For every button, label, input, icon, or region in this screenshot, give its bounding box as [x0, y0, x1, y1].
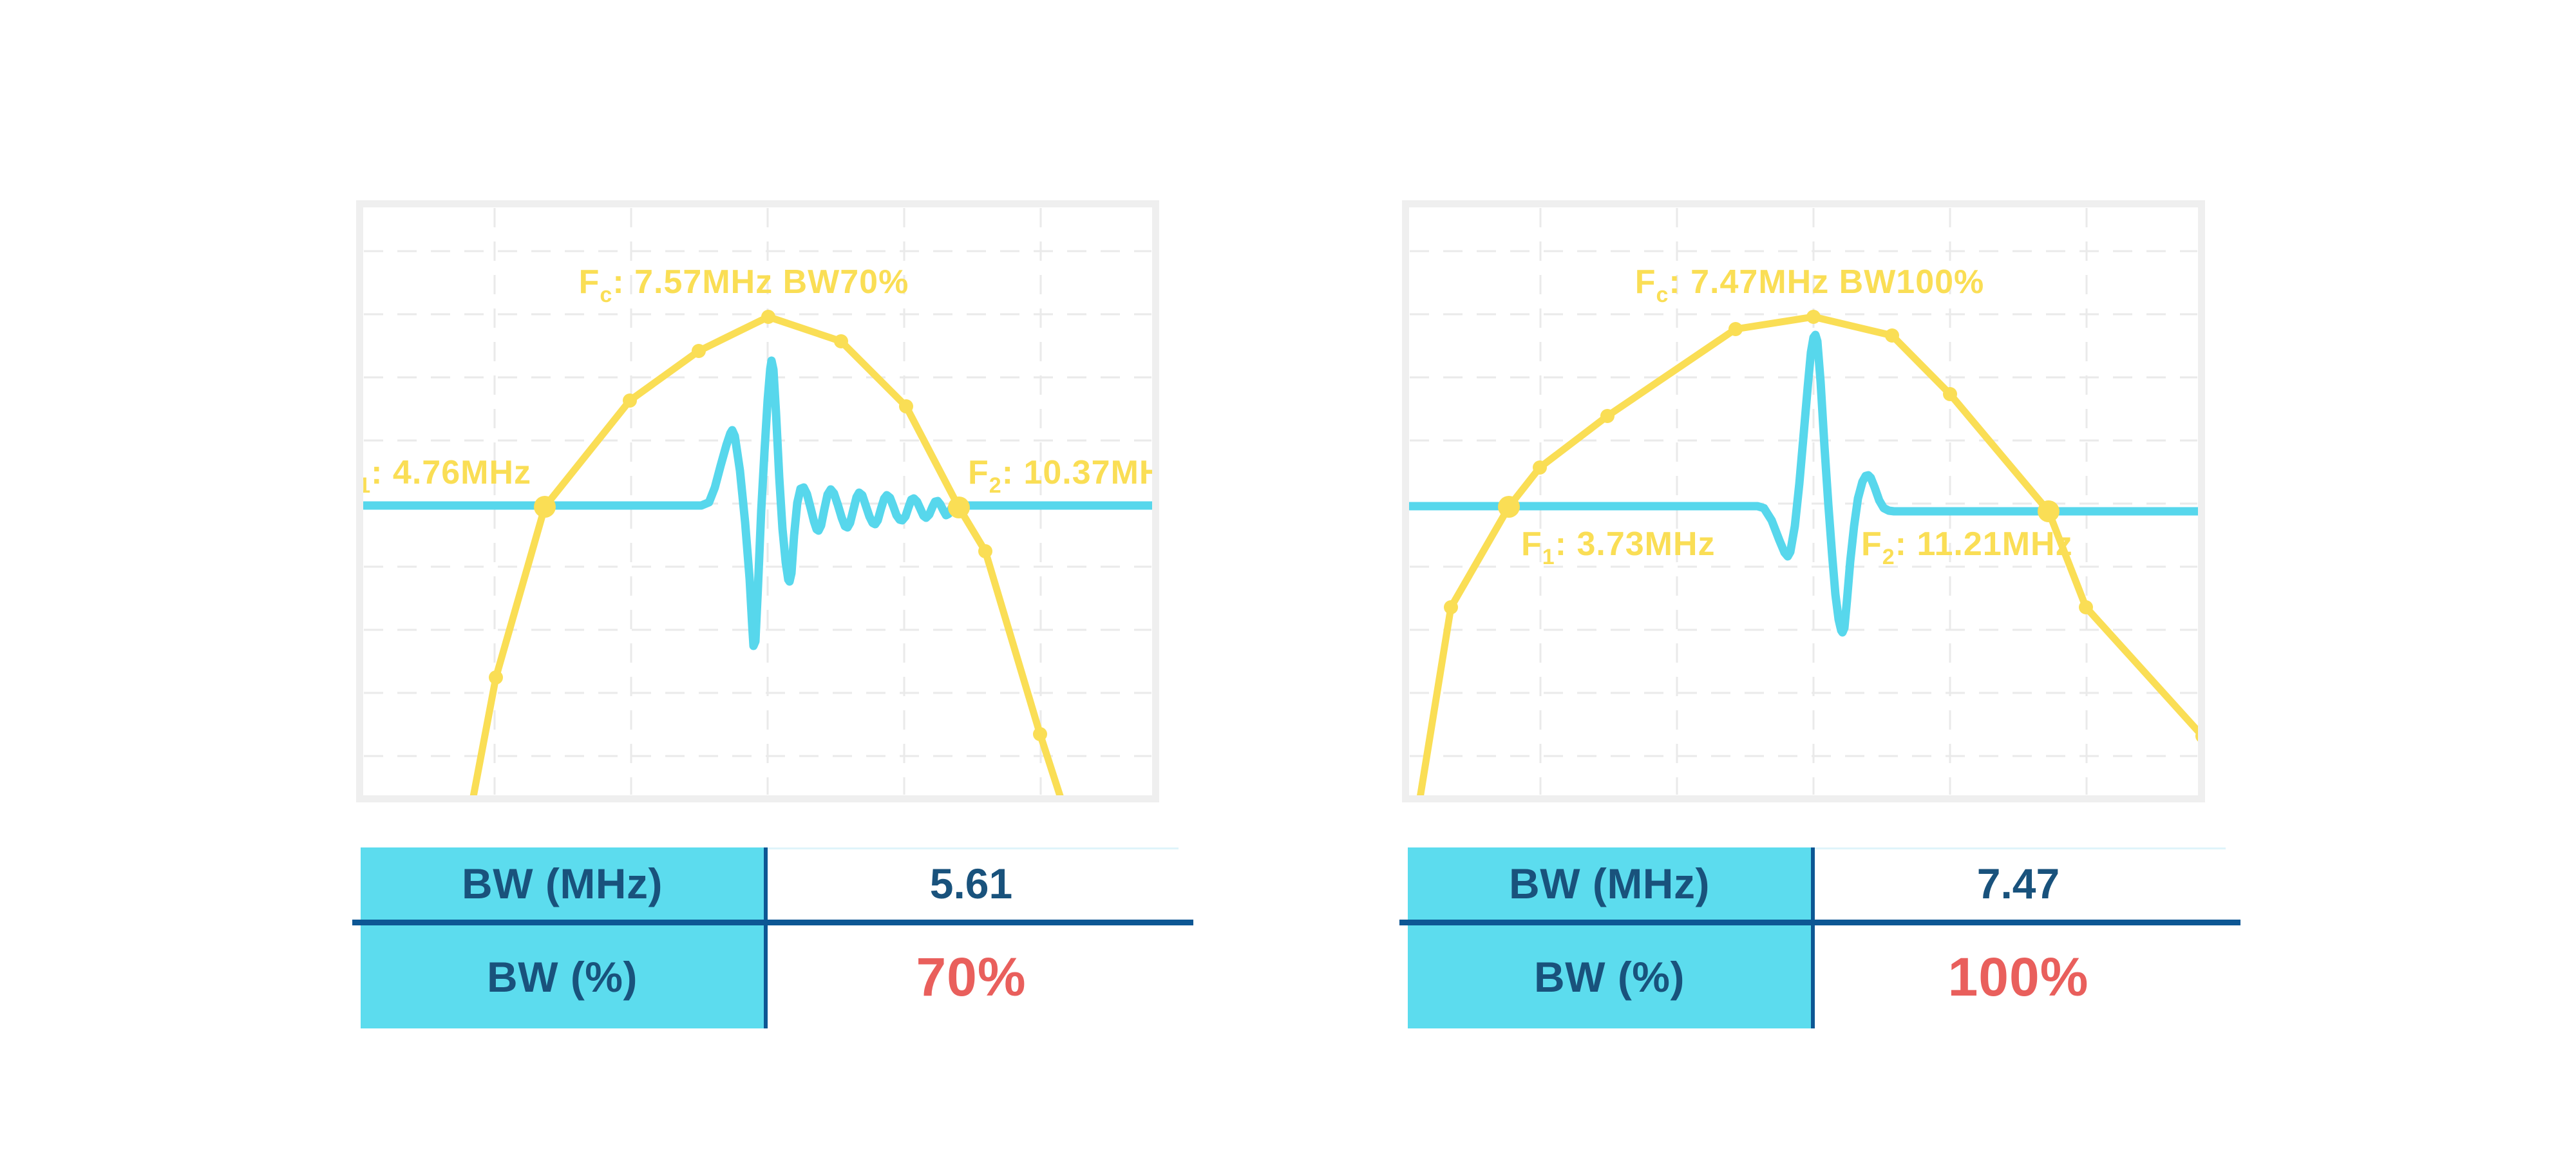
frequency-spectrum-curve	[468, 313, 1066, 802]
bw-pct-label: BW (%)	[1408, 925, 1811, 1028]
bandwidth-chart-left: Fc: 7.57MHz BW70% F1: 4.76MHz F2: 10.37MHz	[356, 200, 1159, 802]
bw-mhz-value: 7.47	[1811, 847, 2226, 920]
spectrum-marker-small	[1885, 328, 1899, 343]
bw-table-right: BW (MHz) 7.47 BW (%) 100%	[1399, 847, 2240, 1028]
table-row: BW (MHz) 7.47	[1408, 847, 2226, 920]
annotation-label: Fc: 7.57MHz BW70%	[579, 263, 909, 307]
spectrum-marker-small	[1806, 310, 1821, 324]
table-row-rule	[352, 920, 1193, 925]
bw-pct-value: 70%	[764, 925, 1179, 1028]
spectrum-marker-small	[1943, 387, 1957, 401]
chart-frame	[356, 200, 1159, 802]
bw-mhz-label: BW (MHz)	[361, 847, 764, 920]
spectrum-marker-small	[761, 310, 775, 324]
pulse-echo-waveform	[1405, 330, 2202, 637]
table-top-rule	[1815, 847, 2226, 849]
table-column-rule	[764, 847, 768, 1028]
spectrum-marker-small	[978, 544, 992, 558]
table-top-rule	[768, 847, 1179, 849]
annotation-label: F2: 10.37MHz	[968, 454, 1159, 498]
spectrum-marker-small	[489, 670, 503, 685]
frequency-spectrum-curve	[1416, 313, 2205, 802]
spectrum-marker-small	[1444, 600, 1458, 614]
spectrum-marker-small	[899, 399, 913, 413]
spectrum-marker-big	[1498, 496, 1520, 518]
chart-plot-0: Fc: 7.57MHz BW70% F1: 4.76MHz F2: 10.37MHz	[356, 200, 1159, 802]
bw-mhz-label: BW (MHz)	[1408, 847, 1811, 920]
table-column-rule	[1811, 847, 1815, 1028]
chart-plot-1: Fc: 7.47MHz BW100% F1: 3.73MHz F2: 11.21MH…	[1402, 200, 2205, 802]
spectrum-marker-small	[692, 344, 706, 358]
table-row: BW (%) 70%	[361, 925, 1179, 1028]
chart-frame	[1402, 200, 2205, 802]
annotation-label: Fc: 7.47MHz BW100%	[1635, 263, 1985, 307]
spectrum-marker-small	[623, 393, 637, 408]
table-row: BW (%) 100%	[1408, 925, 2226, 1028]
spectrum-marker-big	[2038, 500, 2060, 522]
spectrum-marker-small	[1600, 409, 1615, 423]
spectrum-marker-small	[2079, 600, 2093, 614]
bw-table-left: BW (MHz) 5.61 BW (%) 70%	[352, 847, 1193, 1028]
spectrum-marker-small	[1728, 322, 1743, 336]
pulse-echo-waveform	[359, 356, 1157, 650]
spectrum-marker-small	[834, 334, 848, 348]
spectrum-marker-small	[1533, 460, 1547, 475]
spectrum-marker-big	[534, 496, 556, 518]
bandwidth-chart-right: Fc: 7.47MHz BW100% F1: 3.73MHz F2: 11.21MH…	[1402, 200, 2205, 802]
bw-pct-label: BW (%)	[361, 925, 764, 1028]
bw-mhz-value: 5.61	[764, 847, 1179, 920]
table-row-rule	[1399, 920, 2240, 925]
annotation-label: F2: 11.21MHz	[1861, 525, 2073, 569]
annotation-label: F1: 4.76MHz	[356, 454, 531, 498]
spectrum-marker-big	[948, 497, 970, 518]
table-row: BW (MHz) 5.61	[361, 847, 1179, 920]
spectrum-marker-small	[1033, 727, 1047, 741]
annotation-label: F1: 3.73MHz	[1521, 525, 1716, 569]
bw-pct-value: 100%	[1811, 925, 2226, 1028]
